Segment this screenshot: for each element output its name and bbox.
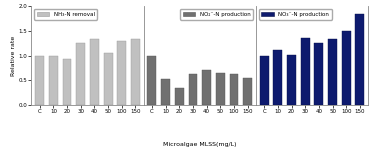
Bar [301,38,310,105]
Legend: NO₂⁻-N production: NO₂⁻-N production [180,9,253,20]
Bar [63,59,71,105]
Bar [356,14,364,105]
Bar [229,74,239,105]
Bar [148,56,157,105]
Bar [76,43,85,105]
Bar [161,79,170,105]
Bar [273,50,282,105]
Bar [188,74,198,105]
Bar [342,31,351,105]
Bar [49,56,58,105]
Legend: NO₃⁻-N production: NO₃⁻-N production [259,9,332,20]
Text: Microalgae MLSS(mg/L): Microalgae MLSS(mg/L) [163,142,236,147]
Bar [35,56,44,105]
Y-axis label: Relative rate: Relative rate [11,35,16,76]
Bar [202,70,211,105]
Bar [287,54,296,105]
Bar [260,56,269,105]
Bar [175,88,184,105]
Bar [104,53,112,105]
Legend: NH₃-N removal: NH₃-N removal [34,9,97,20]
Bar [131,39,140,105]
Bar [243,78,252,105]
Bar [216,73,225,105]
Bar [314,43,323,105]
Bar [328,39,337,105]
Bar [117,41,126,105]
Bar [90,39,99,105]
